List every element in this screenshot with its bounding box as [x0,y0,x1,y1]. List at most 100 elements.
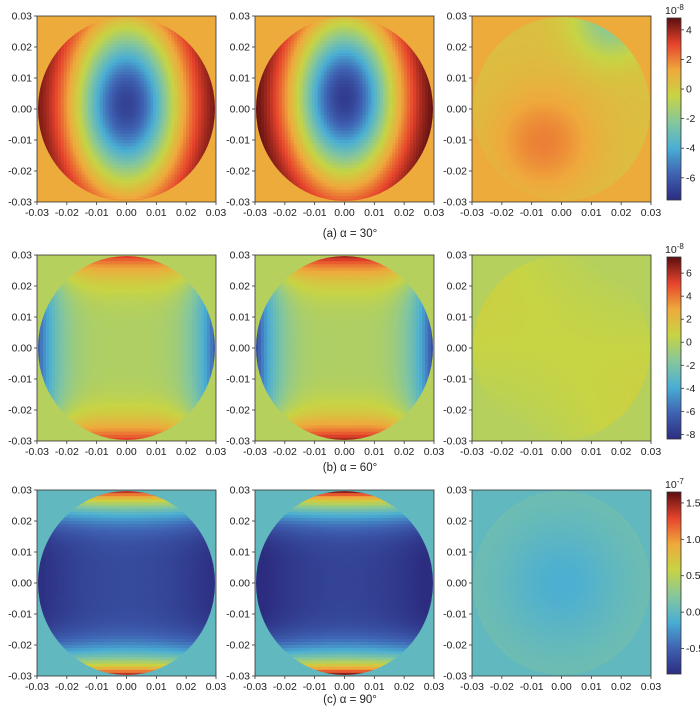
heatmap-cell [63,118,68,122]
heatmap-cell [81,47,86,51]
heatmap-cell [90,136,95,141]
heatmap-cell [84,40,89,45]
heatmap-cell [144,180,148,184]
heatmap-cell [207,105,211,110]
heatmap-cell [287,84,292,88]
heatmap-cell [141,121,145,125]
heatmap-cell [180,105,184,110]
heatmap-cell [57,149,62,153]
heatmap-cell [93,189,98,194]
heatmap-cell [192,124,196,128]
heatmap-cell [162,28,166,32]
heatmap-cell [108,118,112,122]
heatmap-cell [105,164,109,169]
heatmap-cell [153,81,157,85]
heatmap-cell [153,74,157,79]
heatmap-cell [75,93,80,97]
heatmap-cell [177,164,181,169]
heatmap-cell [120,65,124,70]
heatmap-cell [105,71,109,76]
heatmap-cell [156,164,160,169]
heatmap-cell [293,177,298,181]
heatmap-cell [257,99,262,104]
heatmap-cell [305,186,310,190]
heatmap-cell [299,177,304,181]
heatmap-cell [138,133,142,138]
heatmap-cell [75,65,80,70]
heatmap-cell [213,109,215,113]
heatmap-cell [284,118,289,122]
heatmap-cell [287,167,292,172]
heatmap-cell [99,62,104,66]
heatmap-cell [281,161,286,166]
heatmap-cell [57,96,62,101]
heatmap-cell [54,102,59,107]
heatmap-cell [186,143,190,147]
heatmap-cell [284,93,289,97]
heatmap-cell [189,149,193,153]
heatmap-cell [108,93,112,97]
heatmap-cell [296,130,301,135]
heatmap-cell [99,192,104,197]
heatmap-cell [183,124,187,128]
heatmap-cell [165,180,169,184]
heatmap-cell [290,47,295,51]
heatmap-cell [48,146,53,150]
heatmap-cell [69,65,74,70]
heatmap-cell [290,152,295,156]
heatmap-cell [93,31,98,35]
heatmap-cell [54,124,59,128]
heatmap-cell [198,93,202,97]
heatmap-cell [269,115,274,119]
heatmap-cell [90,40,95,45]
heatmap-cell [165,93,169,97]
heatmap-cell [114,130,118,135]
heatmap-cell [296,167,301,172]
heatmap-cell [141,84,145,88]
heatmap-cell [60,143,65,147]
heatmap-cell [183,155,187,159]
heatmap-cell [39,115,44,119]
heatmap-cell [135,68,139,73]
heatmap-cell [186,149,190,153]
heatmap-cell [192,161,196,166]
heatmap-cell [260,93,265,97]
heatmap-cell [42,102,47,107]
heatmap-cell [108,186,112,190]
heatmap-cell [132,130,136,135]
heatmap-cell [299,47,304,51]
heatmap-cell [311,155,316,159]
heatmap-cell [159,65,163,70]
heatmap-cell [174,109,178,113]
heatmap-cell [165,40,169,45]
heatmap-cell [183,171,187,175]
heatmap-cell [114,167,118,172]
heatmap-cell [132,93,136,97]
heatmap-cell [320,43,325,48]
heatmap-cell [162,158,166,163]
heatmap-cell [111,164,115,169]
heatmap-cell [93,84,98,88]
heatmap-cell [156,158,160,163]
heatmap-cell [111,47,115,51]
heatmap-cell [168,180,172,184]
heatmap-cell [141,164,145,169]
heatmap-cell [99,87,104,91]
heatmap-cell [69,118,74,122]
heatmap-cell [99,43,104,48]
heatmap-cell [174,78,178,82]
heatmap-cell [180,74,184,79]
heatmap-cell [165,81,169,85]
heatmap-cell [99,105,104,110]
heatmap-cell [186,102,190,107]
heatmap-cell [150,105,154,110]
heatmap-cell [51,130,56,135]
heatmap-cell [63,152,68,156]
heatmap-cell [126,124,130,128]
heatmap-cell [129,164,133,169]
heatmap-cell [162,40,166,45]
heatmap-cell [272,74,277,79]
heatmap-cell [102,62,107,66]
heatmap-cell [156,112,160,116]
heatmap-cell [210,102,214,107]
